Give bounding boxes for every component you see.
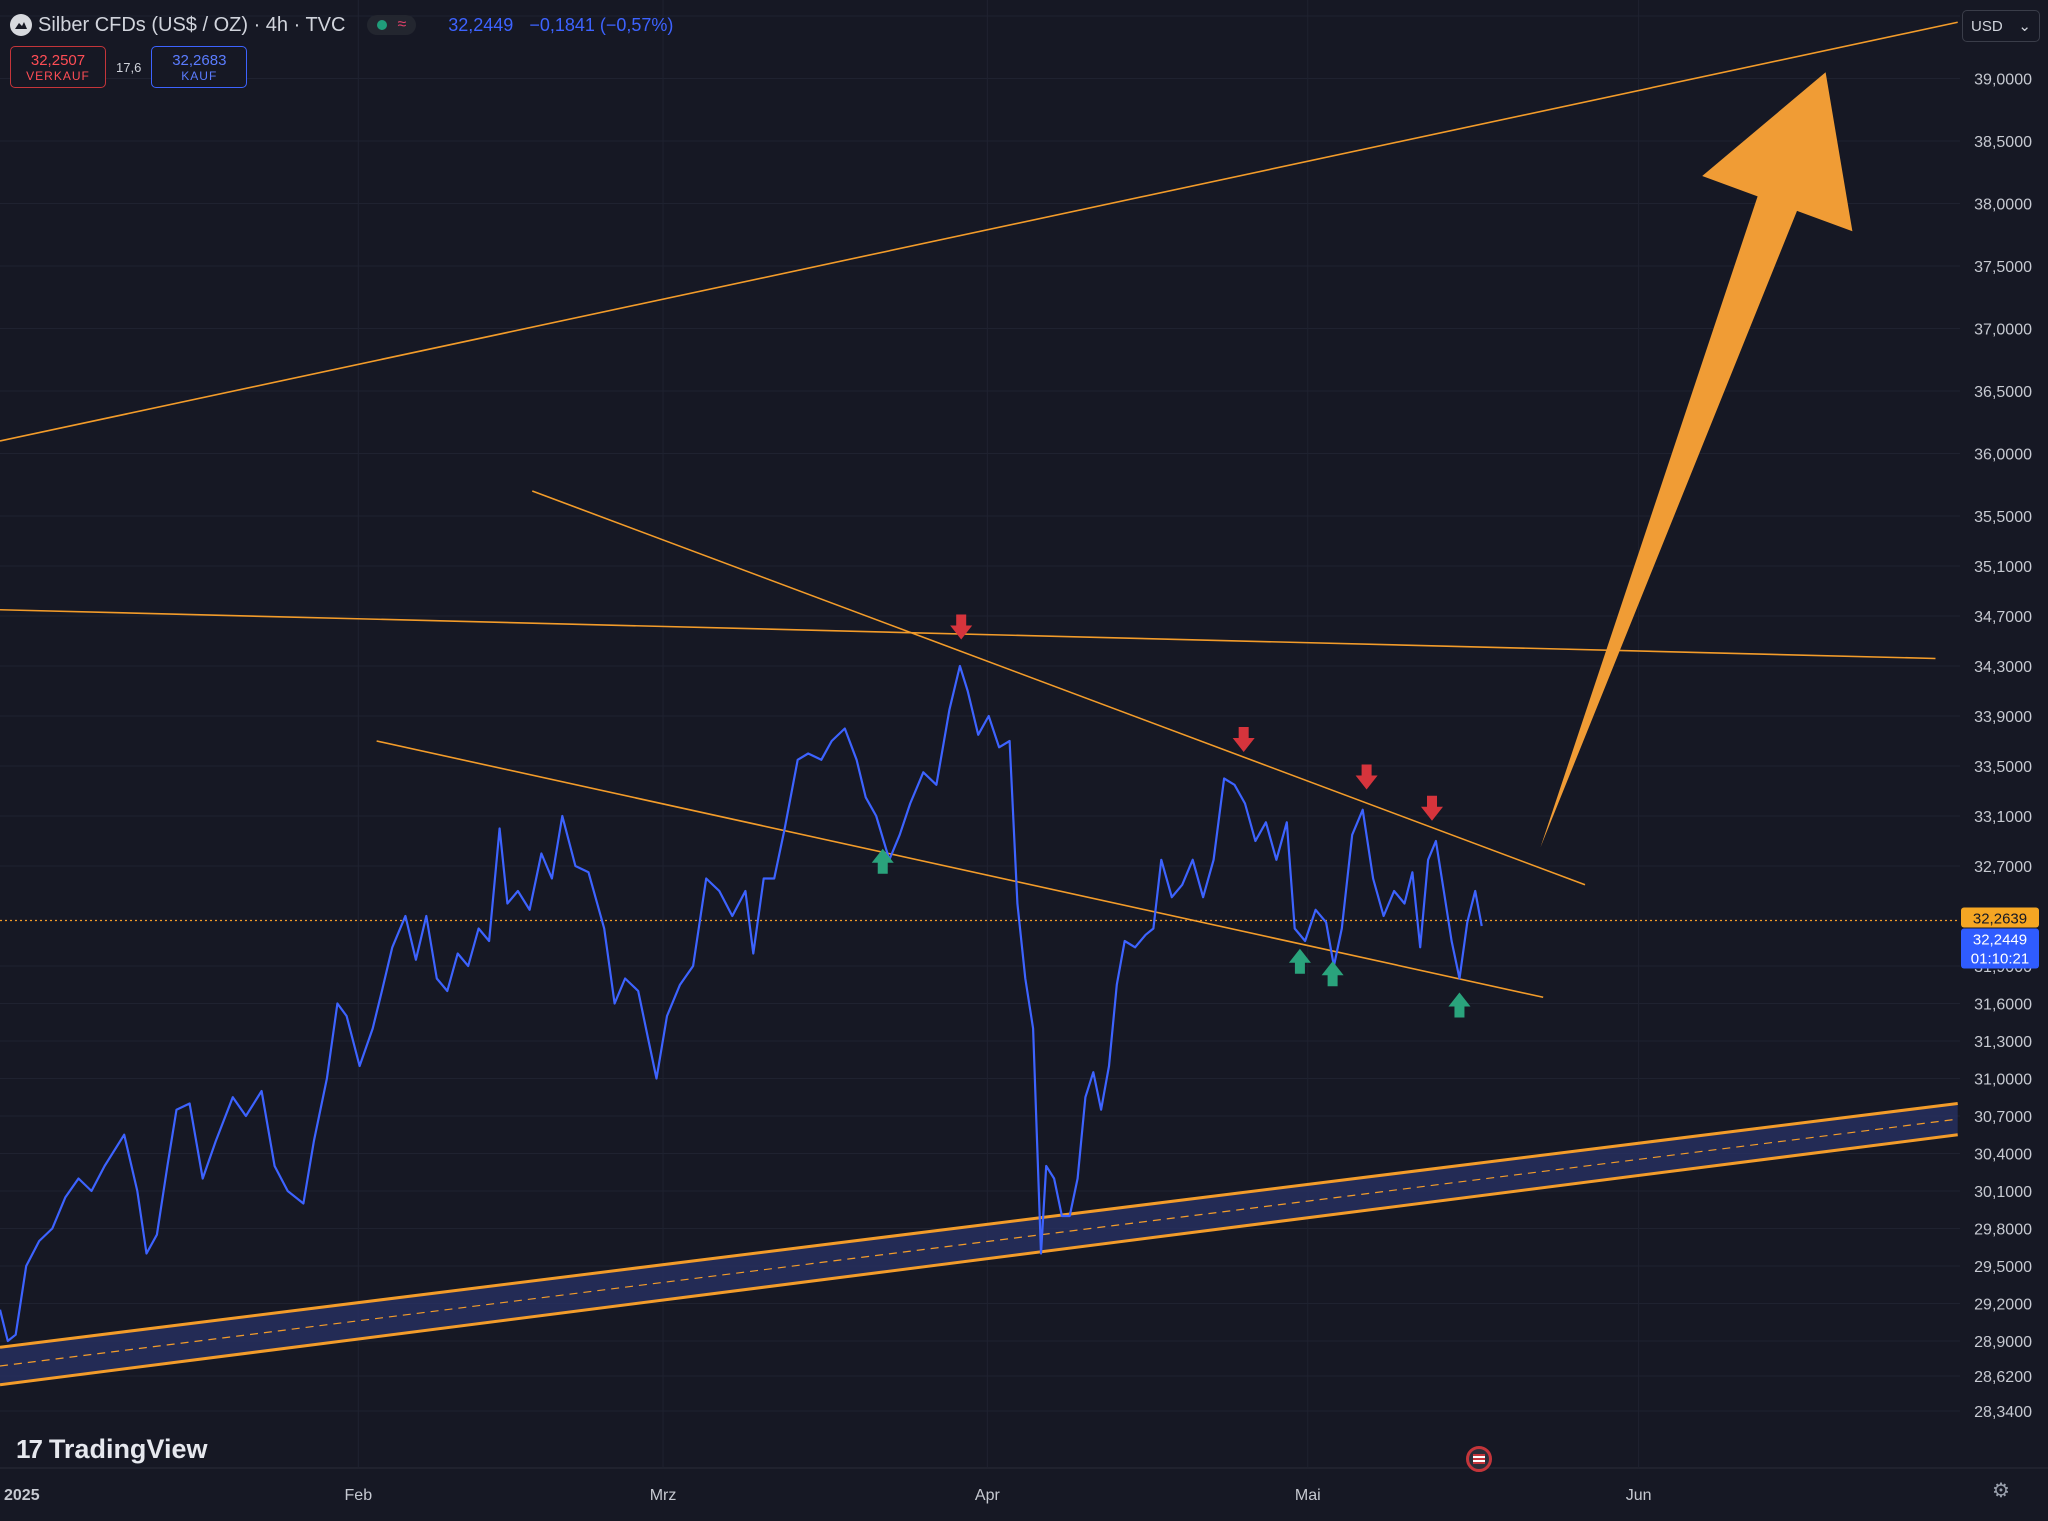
y-tick-label: 33,5000 — [1974, 759, 2032, 776]
forecast-arrow[interactable] — [1540, 72, 1853, 848]
buy-level-label-bg — [1961, 907, 2039, 928]
channel-lower-line[interactable] — [0, 1133, 1958, 1387]
currency-value: USD — [1971, 17, 2003, 35]
y-tick-label: 31,0000 — [1974, 1072, 2032, 1089]
wave-icon: ≈ — [397, 16, 407, 33]
down-arrow-marker-icon — [1355, 764, 1378, 790]
price-axis-panel — [1960, 0, 2048, 1521]
y-tick-label: 30,7000 — [1974, 1109, 2032, 1126]
last-price-label-bg — [1961, 928, 2039, 969]
y-tick-label: 33,9000 — [1974, 709, 2032, 726]
y-tick-label: 29,2000 — [1974, 1297, 2032, 1314]
buy-button[interactable]: 32,2683 KAUF — [151, 46, 248, 88]
symbol-header: Silber CFDs (US$ / OZ) · 4h · TVC ≈ 32,2… — [10, 10, 673, 40]
y-tick-label: 35,5000 — [1974, 509, 2032, 526]
price-change: −0,1841 (−0,57%) — [529, 14, 674, 35]
last-price: 32,2449 — [448, 14, 514, 35]
y-tick-label: 36,0000 — [1974, 447, 2032, 464]
last-price-label: 32,2449 — [1973, 932, 2027, 949]
y-tick-label: 29,5000 — [1974, 1259, 2032, 1276]
sell-button[interactable]: 32,2507 VERKAUF — [10, 46, 106, 88]
y-tick-label: 28,6200 — [1974, 1369, 2032, 1386]
y-tick-label: 32,7000 — [1974, 859, 2032, 876]
down-arrow-marker-icon — [1420, 795, 1443, 821]
y-tick-label: 30,4000 — [1974, 1147, 2032, 1164]
tradingview-logo[interactable]: 17 TradingView — [16, 1434, 207, 1465]
down-arrow-marker-icon — [950, 614, 973, 640]
price-line-series[interactable] — [0, 664, 1483, 1343]
channel-upper-line[interactable] — [0, 1102, 1958, 1349]
y-tick-label: 36,5000 — [1974, 384, 2032, 401]
y-tick-label: 38,0000 — [1974, 197, 2032, 214]
silver-logo-icon — [10, 14, 32, 36]
countdown-label: 01:10:21 — [1971, 951, 2029, 968]
market-status[interactable]: ≈ — [367, 15, 417, 35]
spread-value: 17,6 — [116, 59, 142, 75]
buy-price: 32,2683 — [172, 51, 227, 69]
y-tick-label: 37,5000 — [1974, 259, 2032, 276]
currency-select[interactable]: USD ⌄ — [1962, 10, 2040, 42]
x-tick-label: Mai — [1295, 1487, 1321, 1504]
y-tick-label: 28,3400 — [1974, 1404, 2032, 1421]
y-tick-label: 31,3000 — [1974, 1034, 2032, 1051]
up-arrow-marker-icon — [1321, 961, 1344, 987]
y-tick-label: 30,1000 — [1974, 1184, 2032, 1201]
y-tick-label: 37,0000 — [1974, 322, 2032, 339]
x-tick-label: Jun — [1626, 1487, 1652, 1504]
y-tick-label: 31,6000 — [1974, 997, 2032, 1014]
up-arrow-marker-icon — [1448, 992, 1471, 1018]
x-tick-label: Mrz — [650, 1487, 677, 1504]
x-tick-label: 2025 — [4, 1487, 40, 1504]
up-arrow-marker-icon — [871, 848, 894, 874]
tradingview-logo-text: TradingView — [48, 1434, 208, 1464]
down-arrow-marker-icon — [1232, 727, 1255, 752]
y-tick-label: 28,9000 — [1974, 1334, 2032, 1351]
y-tick-label: 34,7000 — [1974, 609, 2032, 626]
trade-buttons: 32,2507 VERKAUF 17,6 32,2683 KAUF — [10, 46, 248, 88]
tradingview-mark-icon: 17 — [16, 1434, 43, 1464]
x-tick-label: Feb — [345, 1487, 373, 1504]
gear-icon[interactable]: ⚙ — [1992, 1480, 2010, 1502]
buy-level-label: 32,2639 — [1973, 911, 2027, 928]
up-arrow-marker-icon — [1288, 948, 1311, 974]
y-tick-label: 34,3000 — [1974, 659, 2032, 676]
y-tick-label: 38,5000 — [1974, 134, 2032, 151]
y-tick-label: 33,1000 — [1974, 809, 2032, 826]
y-tick-label: 35,1000 — [1974, 559, 2032, 576]
sell-label: VERKAUF — [26, 68, 90, 83]
sell-price: 32,2507 — [30, 51, 86, 69]
trend-line[interactable] — [531, 490, 1586, 886]
channel-band — [0, 1103, 1958, 1385]
y-tick-label: 39,0000 — [1974, 72, 2032, 89]
symbol-title[interactable]: Silber CFDs (US$ / OZ) · 4h · TVC — [38, 13, 346, 36]
channel-midline — [0, 1118, 1958, 1367]
trend-line[interactable] — [376, 740, 1544, 999]
chevron-down-icon: ⌄ — [2018, 18, 2031, 35]
x-tick-label: Apr — [975, 1487, 1001, 1504]
market-open-dot-icon — [377, 20, 388, 30]
y-tick-label: 29,8000 — [1974, 1222, 2032, 1239]
buy-label: KAUF — [181, 68, 218, 83]
trend-line[interactable] — [0, 21, 1958, 442]
us-flag-icon[interactable] — [1466, 1446, 1492, 1472]
